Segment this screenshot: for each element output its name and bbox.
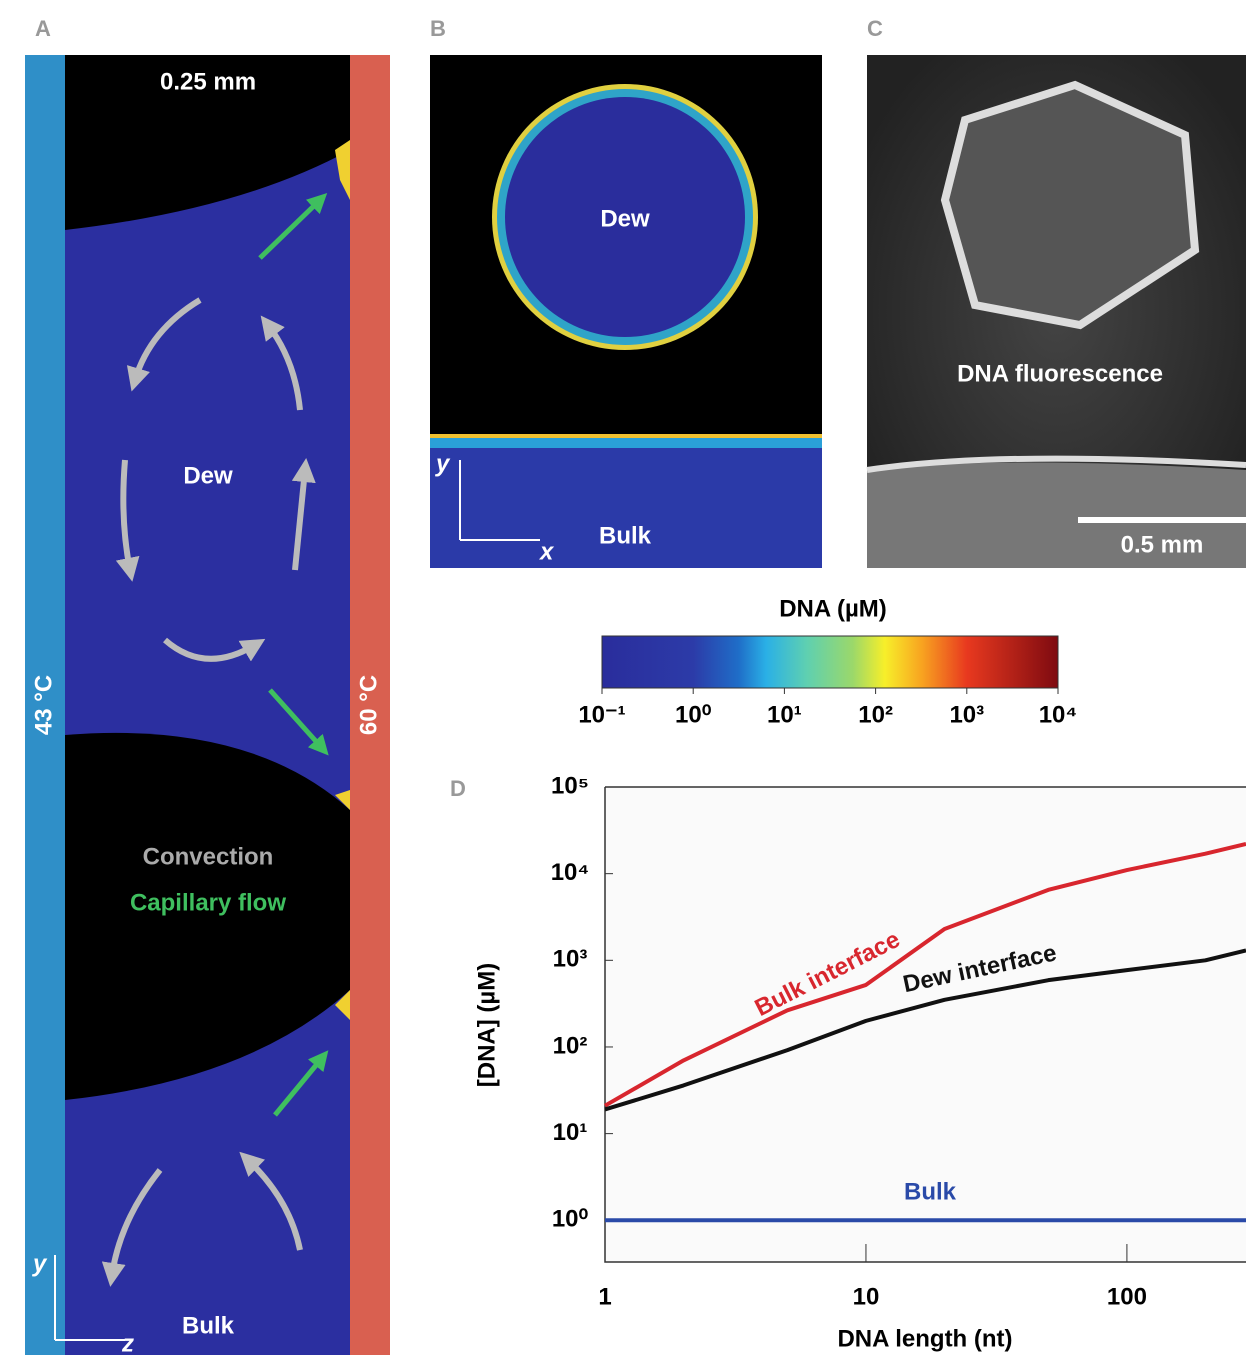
y-tick-label: 10² (553, 1032, 588, 1059)
x-tick-label: 100 (1107, 1283, 1147, 1310)
caption: DNA fluorescence (957, 360, 1163, 387)
scale-label: 0.25 mm (160, 68, 256, 95)
panel-letter: A (35, 16, 51, 41)
interface (430, 434, 822, 438)
colorbar: DNA (µM) 10⁻¹ 10⁰ 10¹ 10² 10³ 10⁴ (578, 595, 1077, 728)
cold-temp: 43 °C (30, 675, 57, 735)
colorbar-tick-label: 10² (858, 701, 893, 728)
dew-drop (65, 55, 350, 230)
panel-a: A 0.25 mm Dew Convection Capillary flow … (25, 16, 390, 1355)
interface (430, 438, 822, 448)
panel-letter: D (450, 776, 466, 801)
cold-wall (25, 55, 65, 1355)
series-label: Bulk (904, 1178, 957, 1205)
colorbar-tick-label: 10³ (949, 701, 984, 728)
hotspot (335, 140, 350, 200)
sim-field (65, 55, 350, 1355)
dew-label: Dew (600, 205, 650, 232)
bulk-edge (866, 455, 1246, 473)
axes-icon (459, 460, 540, 541)
panel-letter: B (430, 16, 446, 41)
sim-bulk (430, 436, 822, 568)
y-axis-label: [DNA] (µM) (473, 963, 500, 1087)
panel-b: B Dew Bulk y x (430, 16, 822, 568)
axis-x: x (538, 538, 555, 565)
colorbar-tick-label: 10⁴ (1039, 701, 1078, 728)
hot-wall (350, 55, 390, 1355)
y-tick-label: 10⁴ (551, 859, 590, 886)
hotspot (335, 790, 350, 810)
axis-y: y (32, 1250, 48, 1277)
convection-label: Convection (143, 843, 274, 870)
x-axis-label: DNA length (nt) (837, 1325, 1012, 1352)
panel-d: D DNA length (nt) [DNA] (µM) 10⁰ 10¹ 10² 10… (450, 772, 1246, 1352)
series-line (604, 948, 1246, 1112)
axis-y: y (435, 450, 451, 477)
series-line (604, 842, 1246, 1108)
colorbar-title: DNA (µM) (779, 595, 887, 622)
panel-c: C DNA fluorescence 0.5 mm (866, 16, 1246, 568)
x-tick-label: 1 (598, 1283, 611, 1310)
scale-label: 0.5 mm (1121, 531, 1204, 558)
dew-label: Dew (183, 462, 233, 489)
capillary-label: Capillary flow (130, 889, 286, 916)
colorbar-scale (601, 635, 1059, 689)
bulk-label: Bulk (599, 522, 652, 549)
y-tick-label: 10³ (553, 946, 588, 973)
y-tick-label: 10⁰ (552, 1206, 589, 1233)
y-tick-label: 10¹ (553, 1119, 588, 1146)
axes-icon (54, 1255, 125, 1341)
colorbar-tick-label: 10⁰ (675, 701, 712, 728)
axis-z: z (121, 1330, 134, 1355)
hotspot (335, 990, 350, 1020)
bulk-glow (867, 462, 1246, 568)
dew-drop (65, 732, 350, 1100)
x-tick-label: 10 (853, 1283, 880, 1310)
colorbar-tick-label: 10¹ (767, 701, 802, 728)
y-tick-label: 10⁵ (551, 772, 589, 799)
capillary-arrows (258, 193, 329, 1117)
bulk-label: Bulk (182, 1312, 235, 1339)
dew (505, 97, 745, 337)
colorbar-tick-label: 10⁻¹ (578, 701, 625, 728)
convection-arrows (101, 297, 316, 1287)
panel-letter: C (867, 16, 883, 41)
scale-bar (1078, 517, 1246, 523)
droplet (940, 80, 1200, 330)
hot-temp: 60 °C (355, 675, 382, 735)
